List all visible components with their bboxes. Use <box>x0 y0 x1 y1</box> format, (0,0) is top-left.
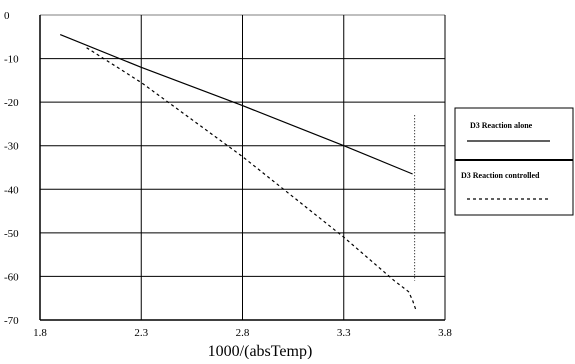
y-tick-label-5: -50 <box>4 228 19 240</box>
axes <box>39 14 446 321</box>
y-tick-label-4: -40 <box>4 184 19 196</box>
x-tick-label-2: 2.8 <box>236 327 250 339</box>
legend-label-reaction-controlled: D3 Reaction controlled <box>461 171 540 180</box>
legend: D3 Reaction alone D3 Reaction controlled <box>454 107 574 216</box>
series-layer <box>59 34 417 310</box>
series-line-1 <box>86 47 417 310</box>
grid <box>40 15 445 320</box>
tick-labels: 1.8 2.3 2.8 3.3 3.8 0 -10 -20 -30 -40 -50 -60 -70 <box>4 10 452 339</box>
series-line-0 <box>59 34 413 175</box>
y-tick-label-3: -30 <box>4 141 19 153</box>
x-tick-label-0: 1.8 <box>33 327 47 339</box>
x-tick-label-1: 2.3 <box>134 327 148 339</box>
y-tick-label-1: -10 <box>4 54 19 66</box>
x-tick-label-4: 3.8 <box>438 327 452 339</box>
y-tick-label-0: 0 <box>4 10 10 22</box>
y-tick-label-2: -20 <box>4 97 19 109</box>
y-tick-label-6: -60 <box>4 271 19 283</box>
y-tick-label-7: -70 <box>4 315 19 327</box>
legend-label-reaction-alone: D3 Reaction alone <box>470 121 533 130</box>
legend-box <box>454 107 574 216</box>
x-tick-label-3: 3.3 <box>337 327 351 339</box>
x-axis-label: 1000/(absTemp) <box>208 343 313 359</box>
